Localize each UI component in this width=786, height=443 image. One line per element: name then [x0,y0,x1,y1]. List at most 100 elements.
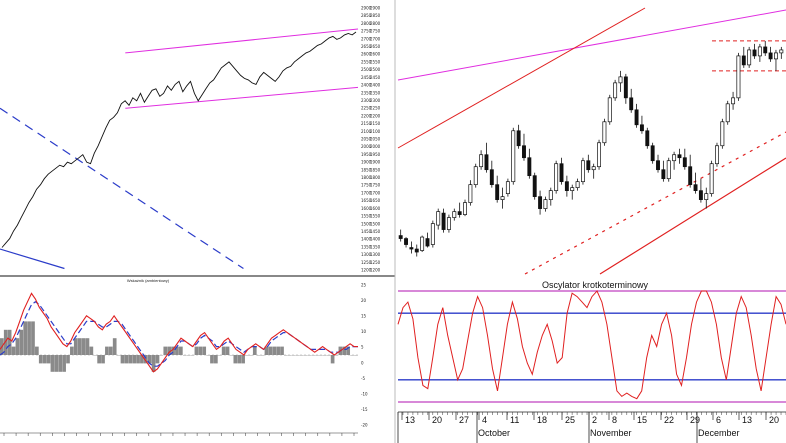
trend-line [0,248,65,270]
histogram-bar [42,355,47,364]
y-tick-label: 2000 [361,144,372,149]
trend-line-lower [599,157,786,275]
y-tick-label: 5 [361,345,364,350]
right-oscillator-panel: Oscylator krotkoterminowy 13 20 27 4 11 18 25 2 8… [397,280,786,443]
histogram-bar [35,346,39,355]
histogram-bar [89,346,94,355]
y-tick-label: 0 [361,360,364,365]
histogram-bar [7,329,12,355]
trend-line-dotted [524,131,786,275]
candle-body [709,163,714,194]
y-tick-label: 2750 [361,29,372,34]
trend-line [0,107,244,270]
candle-body [543,199,548,209]
y-tick-label: 2450 [361,75,372,80]
candle-body [741,55,746,66]
y-tick-label: 1400 [370,237,381,242]
candle-body [548,190,553,200]
histogram-bar [27,321,31,355]
y-tick-label: 1750 [361,183,372,188]
y-tick-label: 1500 [361,221,372,226]
candle-body [441,212,446,230]
y-tick-label: 2700 [370,36,381,41]
candle-body [715,145,719,165]
histogram-bar [175,346,179,355]
candle-body [763,46,768,54]
histogram-bar [15,338,20,355]
y-tick-label: 2250 [361,106,372,111]
histogram-bar [194,346,199,355]
candle-body [597,142,602,168]
histogram-bar [58,355,63,372]
candle-body [495,184,500,200]
y-tick-label: 1850 [361,167,372,172]
channel-lower-line [125,86,359,109]
oscillator-title: Oscylator krotkoterminowy [542,280,649,290]
histogram-bar [70,346,74,355]
candle-body [656,160,660,171]
candle-body [532,175,537,197]
candle-body [768,52,773,60]
y-tick-label: 2400 [370,83,381,88]
histogram-bar [85,338,90,355]
oscillator-line [397,290,786,400]
x-tick-label: 6 [716,415,721,425]
candle-body [773,52,778,60]
y-tick-label: 2350 [370,90,381,95]
candle-body [420,236,425,251]
histogram-bar [62,355,66,372]
x-tick-label: 15 [637,415,647,425]
candle-body [618,76,623,84]
x-tick-label: 20 [432,415,442,425]
oscillator-title: Wskaźnik (ambientowy) [127,278,170,283]
candle-body [698,190,703,200]
histogram-bar [140,355,144,364]
candle-body [527,157,532,177]
histogram-bar [252,346,257,355]
histogram-bar [108,346,113,355]
month-label: December [698,428,740,438]
histogram-bar [50,355,55,372]
candle-body [602,121,607,144]
histogram-bar [237,355,242,364]
channel-upper-line [397,9,786,81]
x-tick-label: 8 [612,415,617,425]
y-tick-label: 2700 [361,36,372,41]
y-tick-label: 2800 [370,21,381,26]
y-tick-label: 2400 [361,83,372,88]
y-tick-label: 1300 [361,252,372,257]
y-tick-label: 2850 [370,13,381,18]
y-tick-label: 2000 [370,144,381,149]
histogram-bar [112,338,117,355]
y-tick-label: 2600 [370,52,381,57]
x-tick-label: 13 [405,415,415,425]
candle-body [398,235,403,239]
histogram-bar [38,355,43,364]
candle-body [672,154,677,162]
histogram-bar [11,346,16,355]
y-tick-label: 2100 [370,129,381,134]
y-tick-label: 2050 [370,137,381,142]
histogram-bar [342,346,347,355]
x-tick-label: 25 [565,415,575,425]
y-tick-label: 1450 [370,229,381,234]
candle-body [505,181,510,194]
candle-body [645,130,650,147]
histogram-bar [66,355,70,364]
oscillator-line [0,292,358,373]
candle-body [538,196,543,209]
histogram-bar [272,346,277,355]
y-tick-label: 1550 [370,214,381,219]
histogram-bar [202,346,207,355]
candle-body [404,238,408,245]
candle-body [779,49,784,54]
x-tick-label: 11 [510,415,519,425]
right-price-panel: 2900 2850 2800 2750 2700 2650 2600 2550 2500 2450… [370,6,786,275]
candle-body [414,248,419,253]
histogram-bar [167,346,172,355]
y-tick-label: 1350 [361,244,372,249]
channel-upper-line [125,28,359,54]
y-tick-label: 15 [361,314,367,319]
y-tick-label: 2550 [370,59,381,64]
histogram-bar [276,346,280,355]
